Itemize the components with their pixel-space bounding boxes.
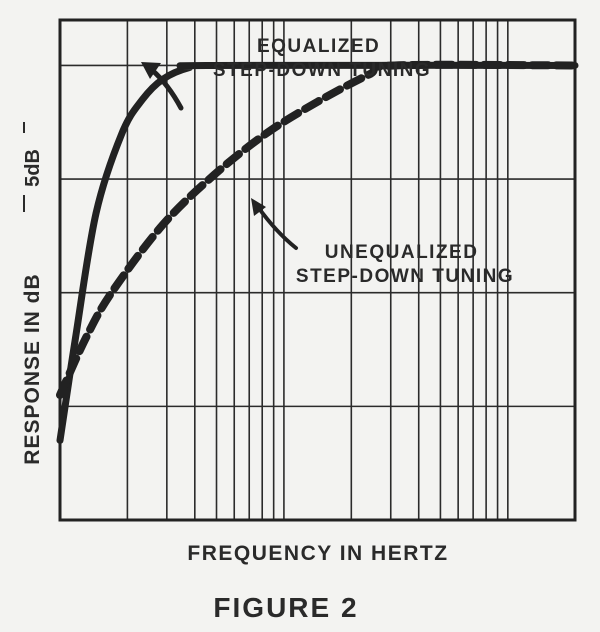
arrow-equalized — [149, 67, 184, 111]
arrow-equalized-head — [141, 62, 161, 79]
y-axis-label: RESPONSE IN dB — [21, 273, 44, 464]
scale-label: 5dB — [22, 149, 44, 187]
arrow-unequalized-head — [251, 198, 266, 216]
figure-title: FIGURE 2 — [213, 592, 358, 623]
series-label-unequalized-line1: UNEQUALIZED — [325, 242, 479, 263]
grid — [60, 20, 575, 520]
series-label-unequalized: UNEQUALIZED STEP-DOWN TUNING — [296, 242, 514, 287]
plot-frame — [58, 18, 577, 522]
arrow-unequalized — [256, 205, 298, 250]
series-label-equalized: EQUALIZED STEP-DOWN TUNING — [213, 36, 431, 81]
x-axis-label: FREQUENCY IN HERTZ — [187, 542, 448, 565]
series-line-unequalized — [56, 60, 579, 399]
series-layer — [56, 60, 579, 444]
series-label-equalized-line1: EQUALIZED — [257, 36, 380, 57]
series-line-equalized — [56, 61, 579, 444]
series-label-unequalized-line2: STEP-DOWN TUNING — [296, 266, 514, 287]
series-label-equalized-line2: STEP-DOWN TUNING — [213, 60, 431, 81]
